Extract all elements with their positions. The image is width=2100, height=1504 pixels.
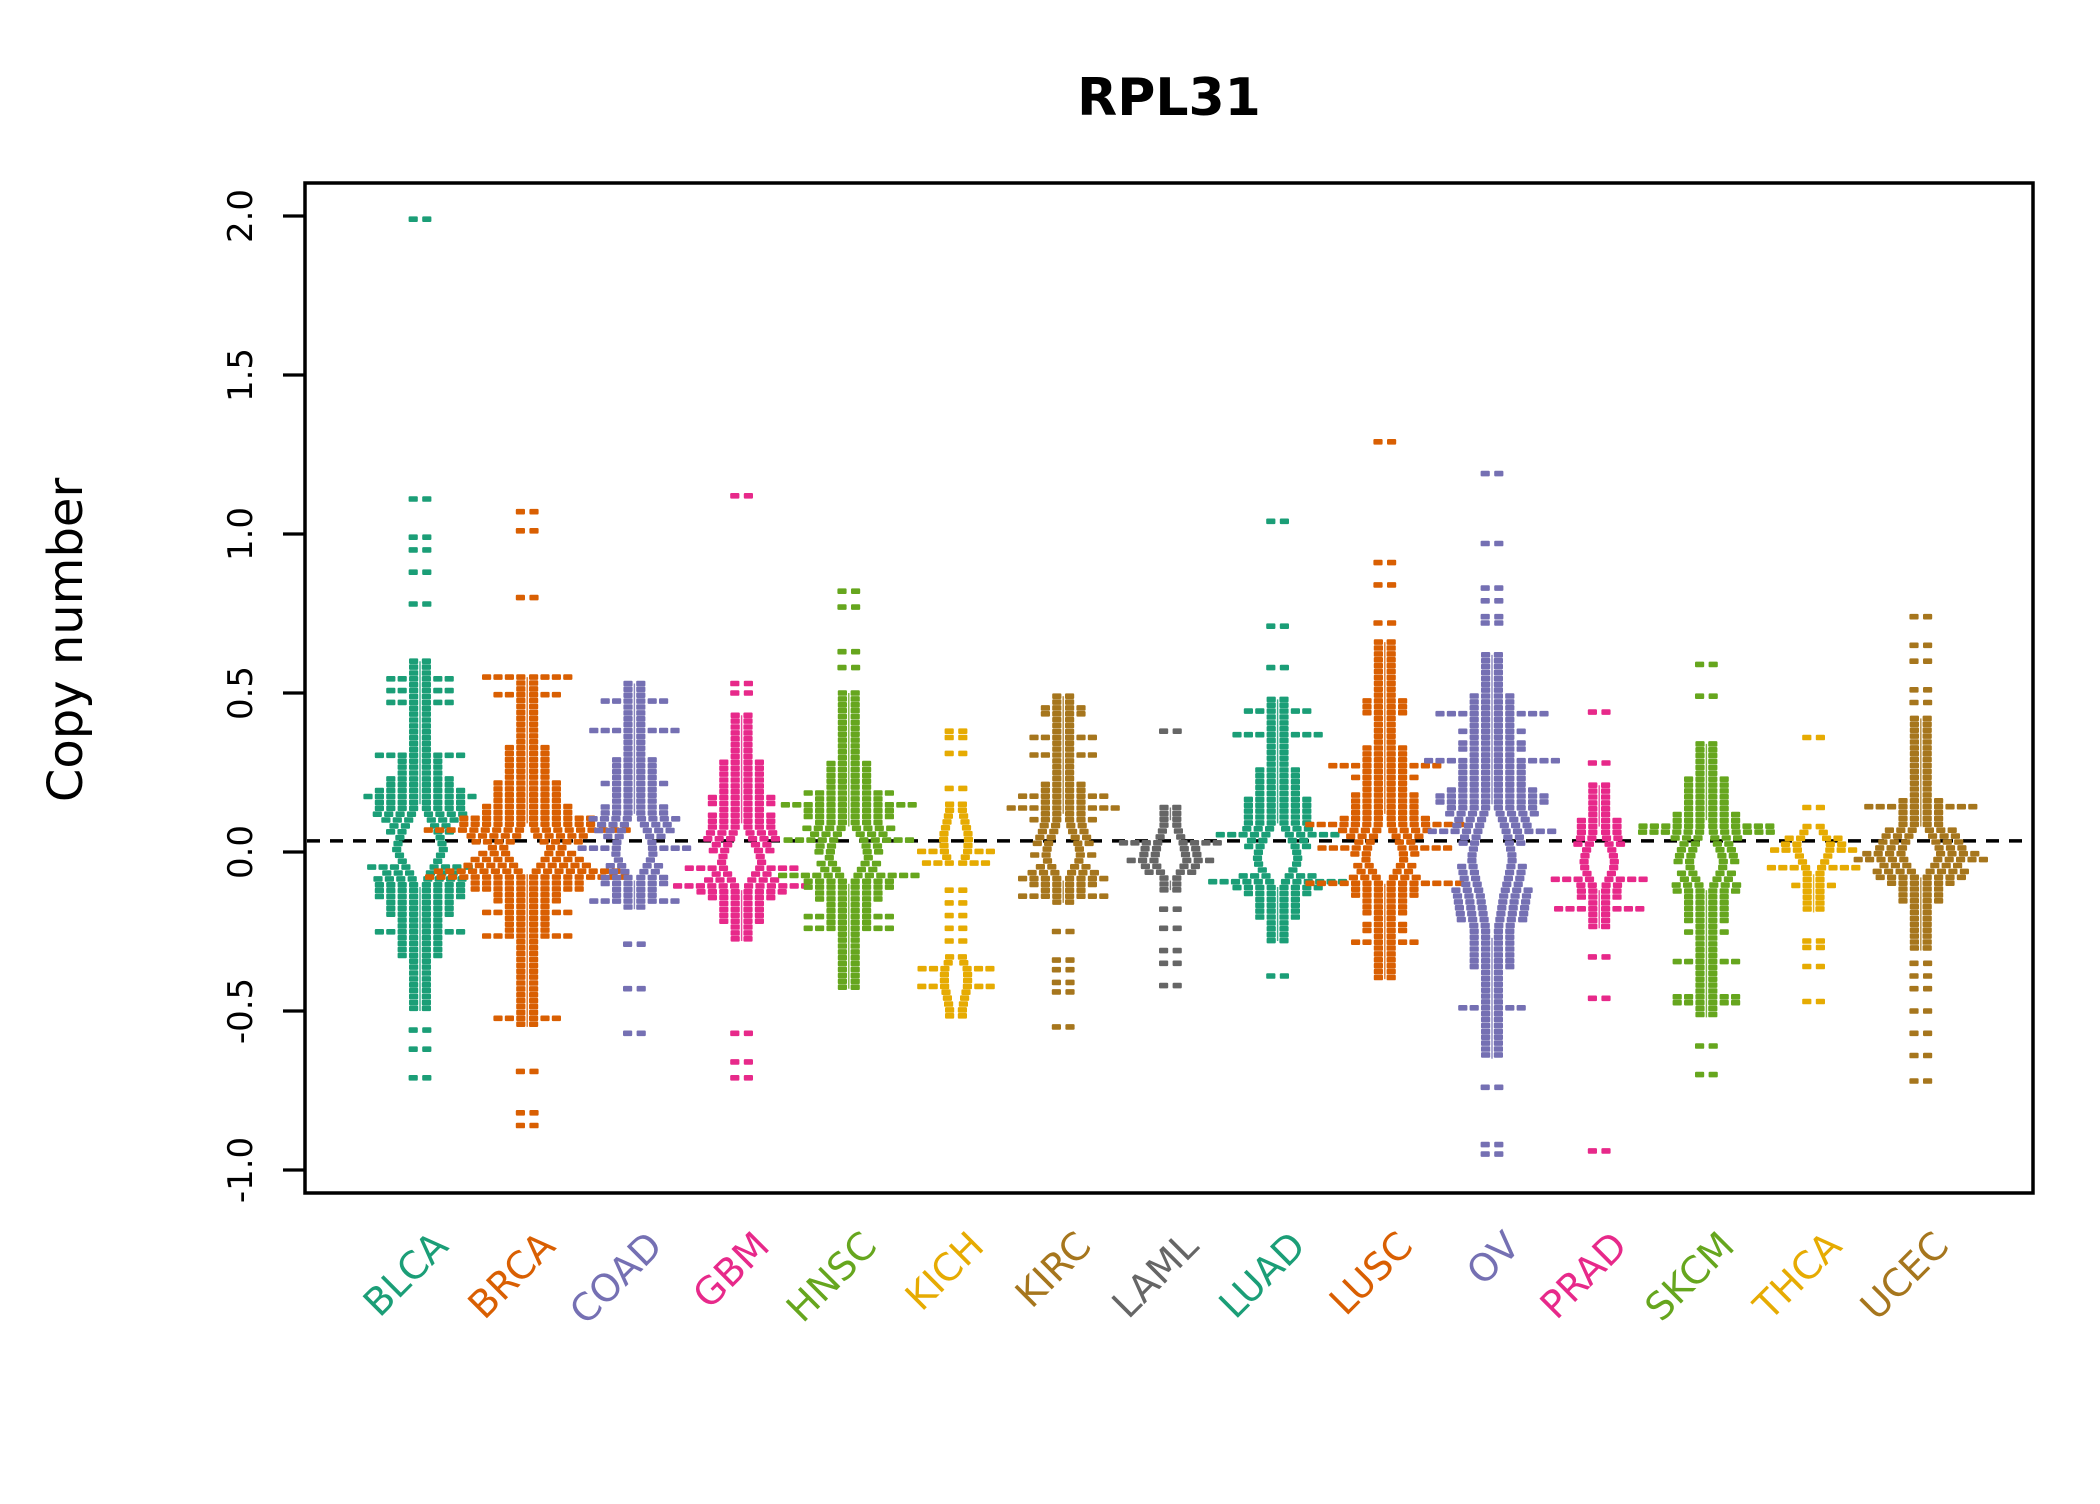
swarm-UCEC [1853,613,1988,1084]
y-tick-label: -0.5 [221,978,261,1044]
y-tick-label: 0.0 [221,825,261,879]
swarm-LAML [1118,728,1222,989]
x-label-PRAD: PRAD [1532,1223,1636,1327]
swarm-THCA [1766,734,1861,1005]
y-tick-label: 0.5 [221,666,261,720]
x-label-THCA: THCA [1744,1223,1850,1329]
x-label-SKCM: SKCM [1636,1223,1742,1329]
chart-title: RPL31 [1077,68,1261,128]
swarm-BLCA [363,216,477,1081]
x-label-BLCA: BLCA [355,1223,457,1325]
x-label-KIRC: KIRC [1007,1223,1100,1316]
swarm-BRCA [423,508,631,1129]
x-label-COAD: COAD [561,1223,671,1333]
swarm-OV [1424,470,1560,1157]
x-label-LAML: LAML [1104,1223,1207,1326]
swarm-KICH [917,728,995,1019]
swarm-groups [363,216,1988,1157]
x-label-HNSC: HNSC [778,1223,885,1330]
x-label-OV: OV [1458,1223,1528,1293]
swarm-LUSC [1305,439,1465,981]
y-tick-label: 1.0 [221,507,261,561]
x-label-BRCA: BRCA [460,1223,564,1327]
swarm-KIRC [1006,693,1120,1030]
swarm-LUAD [1208,518,1348,979]
swarm-HNSC [778,588,920,990]
x-label-KICH: KICH [897,1223,993,1319]
swarm-SKCM [1638,661,1775,1078]
swarm-GBM [673,493,811,1081]
y-axis-ticks: -1.0 -0.5 0.0 0.5 1.0 1.5 2.0 [221,189,305,1203]
x-label-LUAD: LUAD [1210,1223,1313,1326]
x-label-LUSC: LUSC [1321,1223,1421,1323]
y-tick-label: -1.0 [221,1137,261,1203]
x-label-GBM: GBM [684,1223,778,1317]
y-tick-label: 2.0 [221,189,261,243]
y-axis-label: Copy number [38,478,94,803]
swarm-PRAD [1550,709,1648,1154]
y-tick-label: 1.5 [221,348,261,402]
x-label-UCEC: UCEC [1852,1223,1957,1328]
swarm-COAD [577,680,692,1037]
plot-frame [303,181,2035,1195]
